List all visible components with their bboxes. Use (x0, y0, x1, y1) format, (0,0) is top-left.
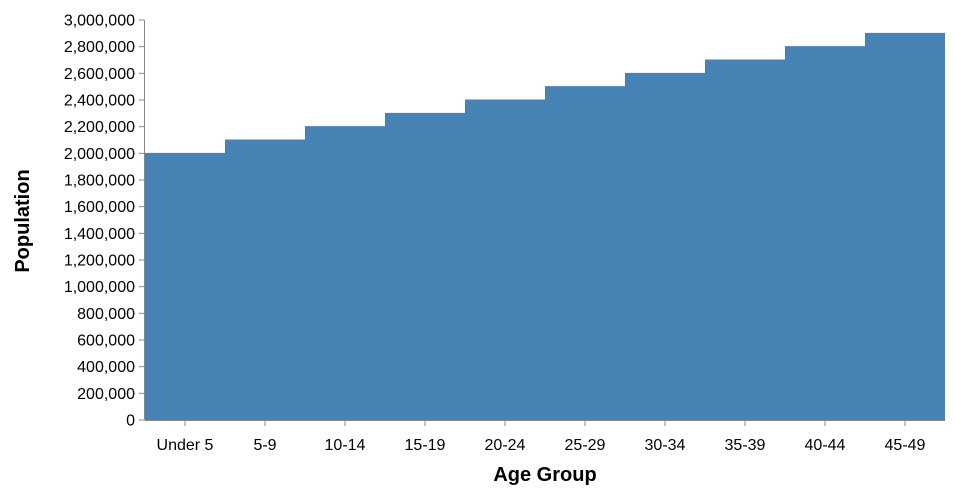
y-tick-label: 2,400,000 (64, 93, 135, 110)
y-tick-label: 1,000,000 (64, 279, 135, 296)
y-axis: 0 200,000 400,000 600,000 800,000 1,000,000 1,… (64, 13, 145, 430)
y-tick-label: 800,000 (77, 306, 135, 323)
x-tick-label: 15-19 (405, 437, 446, 454)
y-tick-label: 200,000 (77, 386, 135, 403)
step-area (145, 33, 945, 420)
x-axis-title: Age Group (493, 464, 596, 486)
y-tick-label: 2,800,000 (64, 39, 135, 56)
y-tick-label: 600,000 (77, 333, 135, 350)
x-tick-label: 25-29 (565, 437, 606, 454)
y-tick-label: 2,600,000 (64, 66, 135, 83)
x-tick-label: 10-14 (325, 437, 366, 454)
x-tick-label: 40-44 (805, 437, 846, 454)
x-tick-label: 30-34 (645, 437, 686, 454)
area-layer (145, 32, 945, 420)
y-axis-title: Population (12, 169, 34, 272)
y-tick-label: 2,200,000 (64, 119, 135, 136)
y-tick-label: 1,400,000 (64, 226, 135, 243)
y-tick-label: 1,200,000 (64, 253, 135, 270)
y-tick-label: 400,000 (77, 359, 135, 376)
x-tick-label: 5-9 (253, 437, 276, 454)
y-tick-label: 0 (126, 413, 135, 430)
x-tick-label: 35-39 (725, 437, 766, 454)
x-tick-label: 45-49 (885, 437, 926, 454)
x-axis: Under 5 5-9 10-14 15-19 20-24 25-29 30-34 35-39… (145, 420, 945, 454)
y-tick-label: 3,000,000 (64, 13, 135, 30)
x-tick-label: Under 5 (157, 437, 214, 454)
y-tick-label: 1,800,000 (64, 173, 135, 190)
y-tick-label: 2,000,000 (64, 146, 135, 163)
x-tick-label: 20-24 (485, 437, 526, 454)
y-tick-label: 1,600,000 (64, 199, 135, 216)
